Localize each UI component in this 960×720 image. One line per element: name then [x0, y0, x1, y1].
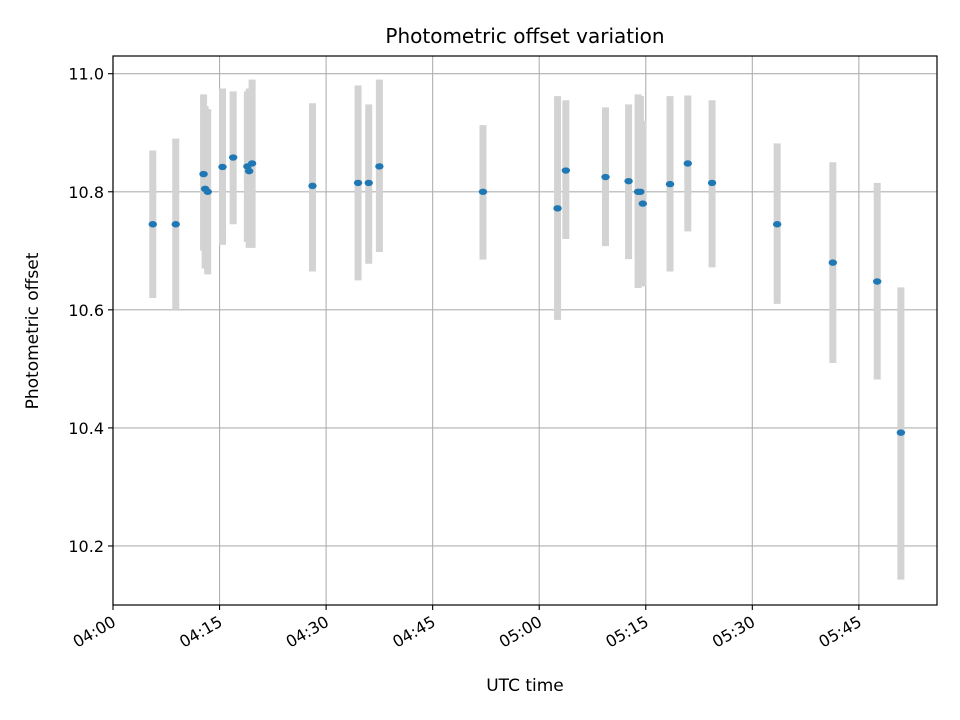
- plot-frame: [112, 55, 938, 606]
- data-point: [353, 179, 363, 187]
- data-point: [375, 163, 384, 170]
- y-tick-label: 10.6: [68, 301, 104, 320]
- data-point: [171, 221, 180, 228]
- y-axis-label: Photometric offset: [23, 252, 43, 409]
- data-point: [199, 170, 208, 178]
- data-point: [896, 429, 906, 436]
- data-point: [624, 177, 633, 185]
- data-point: [873, 278, 882, 285]
- data-point: [561, 167, 571, 174]
- data-point: [601, 173, 610, 181]
- y-tick-label: 11.0: [68, 65, 104, 84]
- y-tick-label: 10.8: [68, 183, 104, 202]
- data-point: [218, 163, 227, 171]
- data-point: [638, 200, 647, 207]
- data-point: [148, 221, 157, 228]
- data-point: [553, 205, 562, 212]
- data-point: [636, 188, 645, 195]
- y-tick-label: 10.2: [68, 537, 104, 556]
- data-point: [683, 160, 692, 167]
- data-point: [665, 180, 675, 188]
- chart-title: Photometric offset variation: [385, 24, 664, 48]
- y-axis-ticks: 10.2 10.4 10.6 10.8 11.0: [68, 65, 113, 556]
- data-point: [707, 179, 717, 187]
- data-points: [148, 154, 906, 436]
- x-axis-label: UTC time: [486, 676, 564, 696]
- data-point: [772, 221, 782, 228]
- data-point: [828, 259, 838, 266]
- data-point: [478, 188, 488, 195]
- data-point: [203, 188, 212, 195]
- y-tick-label: 10.4: [68, 419, 104, 438]
- data-point: [364, 179, 373, 187]
- data-point: [308, 182, 317, 190]
- data-point: [244, 167, 254, 175]
- data-point: [228, 154, 238, 161]
- data-point: [247, 160, 257, 167]
